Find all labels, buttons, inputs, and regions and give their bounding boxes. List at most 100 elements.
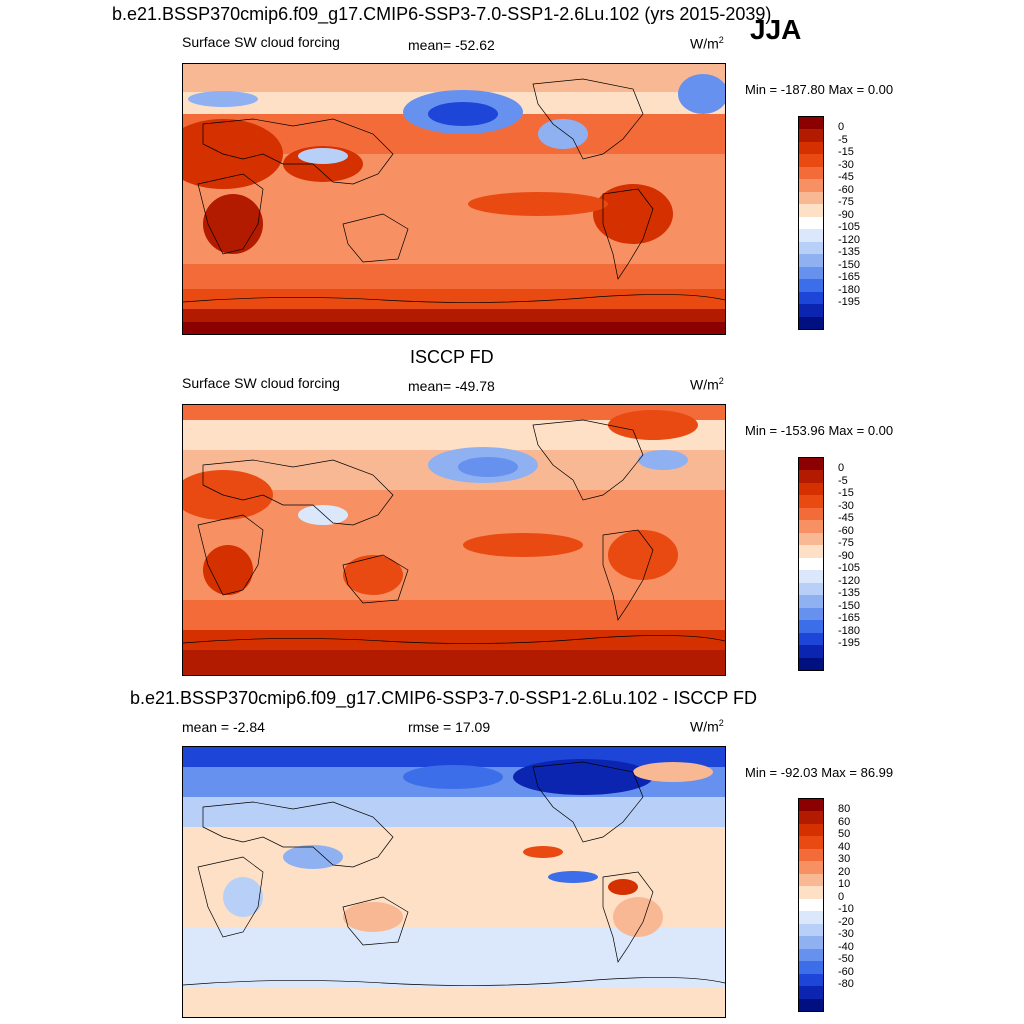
panel2-variable: Surface SW cloud forcing: [182, 375, 340, 391]
season-label: JJA: [750, 14, 802, 45]
panel1-colorbar-tick-label: -75: [838, 196, 854, 209]
panel2-colorbar-tick-label: -45: [838, 512, 854, 525]
panel3-colorbar-swatch: [799, 936, 823, 949]
panel3-colorbar-swatch: [799, 861, 823, 874]
panel3-colorbar-tick-label: -20: [838, 915, 854, 928]
panel1-colorbar: [798, 116, 824, 330]
panel1-minmax: Min = -187.80 Max = 0.00: [745, 82, 894, 97]
panel2-colorbar-swatch: [799, 595, 823, 608]
panel1-colorbar-swatch: [799, 254, 823, 267]
panel1-colorbar-swatch: [799, 179, 823, 192]
panel1-colorbar-swatch: [799, 154, 823, 167]
panel1-colorbar-swatch: [799, 191, 823, 205]
panel2-colorbar-swatch: [799, 557, 823, 571]
panel2-colorbar-tick-label: -180: [838, 624, 861, 637]
panel1-colorbar-swatch: [799, 129, 823, 142]
panel1-variable: Surface SW cloud forcing: [182, 34, 340, 50]
panel2-colorbar-tick-label: -60: [838, 524, 854, 537]
panel3-colorbar-tick-label: 20: [838, 865, 851, 878]
panel1-colorbar-tick-label: -105: [838, 221, 861, 234]
panel3-colorbar-swatch: [799, 873, 823, 887]
panel1-colorbar-swatch: [799, 241, 823, 255]
panel2-colorbar-swatch: [799, 507, 823, 521]
panel3-colorbar-tick-label: 10: [838, 878, 851, 891]
panel2-colorbar-swatch: [799, 632, 823, 646]
panel3-colorbar-tick-label: 30: [838, 853, 851, 866]
panel2-colorbar-swatch: [799, 545, 823, 558]
panel1-colorbar-tick-label: 0: [838, 121, 845, 134]
panel3-colorbar-tick-label: -30: [838, 928, 854, 941]
panel1-colorbar-tick-label: -45: [838, 171, 854, 184]
panel1-colorbar-tick-label: -60: [838, 183, 854, 196]
panel2-colorbar-tick-label: -120: [838, 574, 861, 587]
panel2-colorbar-swatch: [799, 582, 823, 596]
panel2-minmax: Min = -153.96 Max = 0.00: [745, 423, 894, 438]
panel3-units: W/m2: [690, 718, 724, 735]
panel1-colorbar-tick-label: -90: [838, 208, 854, 221]
panel2-colorbar-swatch: [799, 458, 823, 471]
panel3-colorbar-swatch: [799, 898, 823, 912]
panel3-colorbar-swatch: [799, 998, 823, 1011]
panel3-colorbar-tick-label: 60: [838, 815, 851, 828]
panel1-title: b.e21.BSSP370cmip6.f09_g17.CMIP6-SSP3-7.…: [112, 4, 772, 24]
panel1-colorbar-swatch: [799, 279, 823, 292]
panel2-colorbar-tick-label: -30: [838, 499, 854, 512]
panel3-colorbar-swatch: [799, 961, 823, 974]
panel2-colorbar-tick-label: -195: [838, 637, 861, 650]
panel2-map: [182, 404, 726, 676]
panel1-colorbar-swatch: [799, 229, 823, 242]
panel1-colorbar-tick-label: -195: [838, 296, 861, 309]
panel3-colorbar-tick-label: -40: [838, 940, 854, 953]
panel1-colorbar-tick-label: -135: [838, 246, 861, 259]
panel2-colorbar-tick-label: -105: [838, 562, 861, 575]
panel2-colorbar-swatch: [799, 645, 823, 658]
panel1-colorbar-tick-label: -150: [838, 258, 861, 271]
panel3-colorbar: [798, 798, 824, 1012]
panel2-colorbar-tick-label: -135: [838, 587, 861, 600]
panel2-colorbar-swatch: [799, 570, 823, 583]
panel1-mean: mean= -52.62: [408, 37, 495, 53]
panel3-minmax: Min = -92.03 Max = 86.99: [745, 765, 894, 780]
panel2-units: W/m2: [690, 376, 724, 393]
panel2-colorbar-tick-label: -150: [838, 599, 861, 612]
panel1-colorbar-swatch: [799, 304, 823, 317]
panel3-colorbar-swatch: [799, 911, 823, 924]
panel3-colorbar-swatch: [799, 799, 823, 812]
panel3-colorbar-swatch: [799, 886, 823, 899]
panel3-colorbar-tick-label: -60: [838, 965, 854, 978]
panel3-colorbar-swatch: [799, 823, 823, 837]
panel1-colorbar-swatch: [799, 204, 823, 217]
panel3-colorbar-tick-label: 80: [838, 803, 851, 816]
panel3-colorbar-tick-label: -80: [838, 978, 854, 991]
panel1-colorbar-swatch: [799, 266, 823, 280]
panel3-colorbar-swatch: [799, 811, 823, 824]
panel3-colorbar-tick-label: -10: [838, 903, 854, 916]
panel2-colorbar: [798, 457, 824, 671]
panel1-colorbar-tick-label: -120: [838, 233, 861, 246]
panel3-colorbar-swatch: [799, 986, 823, 999]
panel1-colorbar-tick-label: -15: [838, 146, 854, 159]
panel1-units: W/m2: [690, 35, 724, 52]
panel3-map: [182, 746, 726, 1018]
panel2-colorbar-tick-label: -165: [838, 612, 861, 625]
panel3-colorbar-swatch: [799, 973, 823, 987]
panel1-colorbar-swatch: [799, 316, 823, 329]
panel2-colorbar-tick-label: -15: [838, 487, 854, 500]
panel2-colorbar-tick-label: -90: [838, 549, 854, 562]
panel3-mean: mean = -2.84: [182, 719, 265, 735]
panel3-colorbar-swatch: [799, 923, 823, 937]
panel2-colorbar-tick-label: 0: [838, 462, 845, 475]
panel1-map: [182, 63, 726, 335]
panel3-colorbar-swatch: [799, 848, 823, 862]
panel2-colorbar-swatch: [799, 607, 823, 621]
panel1-colorbar-tick-label: -30: [838, 158, 854, 171]
panel1-colorbar-swatch: [799, 216, 823, 230]
panel1-colorbar-swatch: [799, 166, 823, 180]
panel1-colorbar-tick-label: -180: [838, 283, 861, 296]
panel2-colorbar-swatch: [799, 620, 823, 633]
panel2-colorbar-swatch: [799, 520, 823, 533]
panel1-colorbar-swatch: [799, 291, 823, 305]
panel2-mean: mean= -49.78: [408, 378, 495, 394]
panel3-colorbar-tick-label: 0: [838, 890, 845, 903]
panel2-colorbar-swatch: [799, 482, 823, 496]
